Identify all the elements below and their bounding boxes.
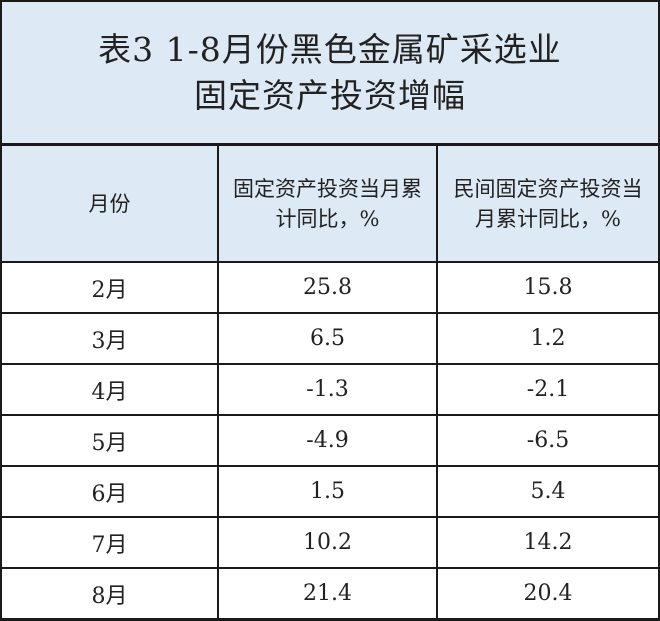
month-cell: 8月	[2, 567, 219, 620]
header-row: 月份 固定资产投资当月累计同比，% 民间固定资产投资当月累计同比，%	[2, 146, 658, 263]
table-row: 6月 1.5 5.4	[2, 465, 658, 518]
private-investment-cell: -6.5	[436, 414, 658, 467]
table-row: 3月 6.5 1.2	[2, 312, 658, 365]
table-title-line-2: 固定资产投资增幅	[194, 75, 466, 115]
private-investment-cell: 14.2	[436, 516, 658, 569]
month-cell: 7月	[2, 516, 219, 569]
table-title-line-1: 表3 1-8月份黑色金属矿采选业	[98, 29, 562, 69]
month-cell: 2月	[2, 261, 219, 314]
table-row: 8月 21.4 20.4	[2, 567, 658, 620]
private-investment-cell: -2.1	[436, 363, 658, 416]
month-cell: 3月	[2, 312, 219, 365]
fixed-investment-cell: 10.2	[217, 516, 438, 569]
table-title: 表3 1-8月份黑色金属矿采选业 固定资产投资增幅	[2, 2, 658, 146]
column-header-fixed-investment: 固定资产投资当月累计同比，%	[217, 146, 438, 263]
private-investment-cell: 20.4	[436, 567, 658, 620]
fixed-investment-cell: -4.9	[217, 414, 438, 467]
fixed-investment-cell: 21.4	[217, 567, 438, 620]
fixed-investment-cell: 6.5	[217, 312, 438, 365]
fixed-investment-cell: 1.5	[217, 465, 438, 518]
table-row: 2月 25.8 15.8	[2, 261, 658, 314]
private-investment-cell: 5.4	[436, 465, 658, 518]
month-cell: 4月	[2, 363, 219, 416]
month-cell: 5月	[2, 414, 219, 467]
column-header-private-investment: 民间固定资产投资当月累计同比，%	[436, 146, 658, 263]
fixed-investment-cell: 25.8	[217, 261, 438, 314]
fixed-investment-cell: -1.3	[217, 363, 438, 416]
column-header-month: 月份	[2, 146, 219, 263]
investment-growth-table: 月份 固定资产投资当月累计同比，% 民间固定资产投资当月累计同比，% 2月 25.…	[2, 146, 658, 620]
month-cell: 6月	[2, 465, 219, 518]
table-row: 4月 -1.3 -2.1	[2, 363, 658, 416]
table-row: 5月 -4.9 -6.5	[2, 414, 658, 467]
private-investment-cell: 1.2	[436, 312, 658, 365]
private-investment-cell: 15.8	[436, 261, 658, 314]
table-row: 7月 10.2 14.2	[2, 516, 658, 569]
